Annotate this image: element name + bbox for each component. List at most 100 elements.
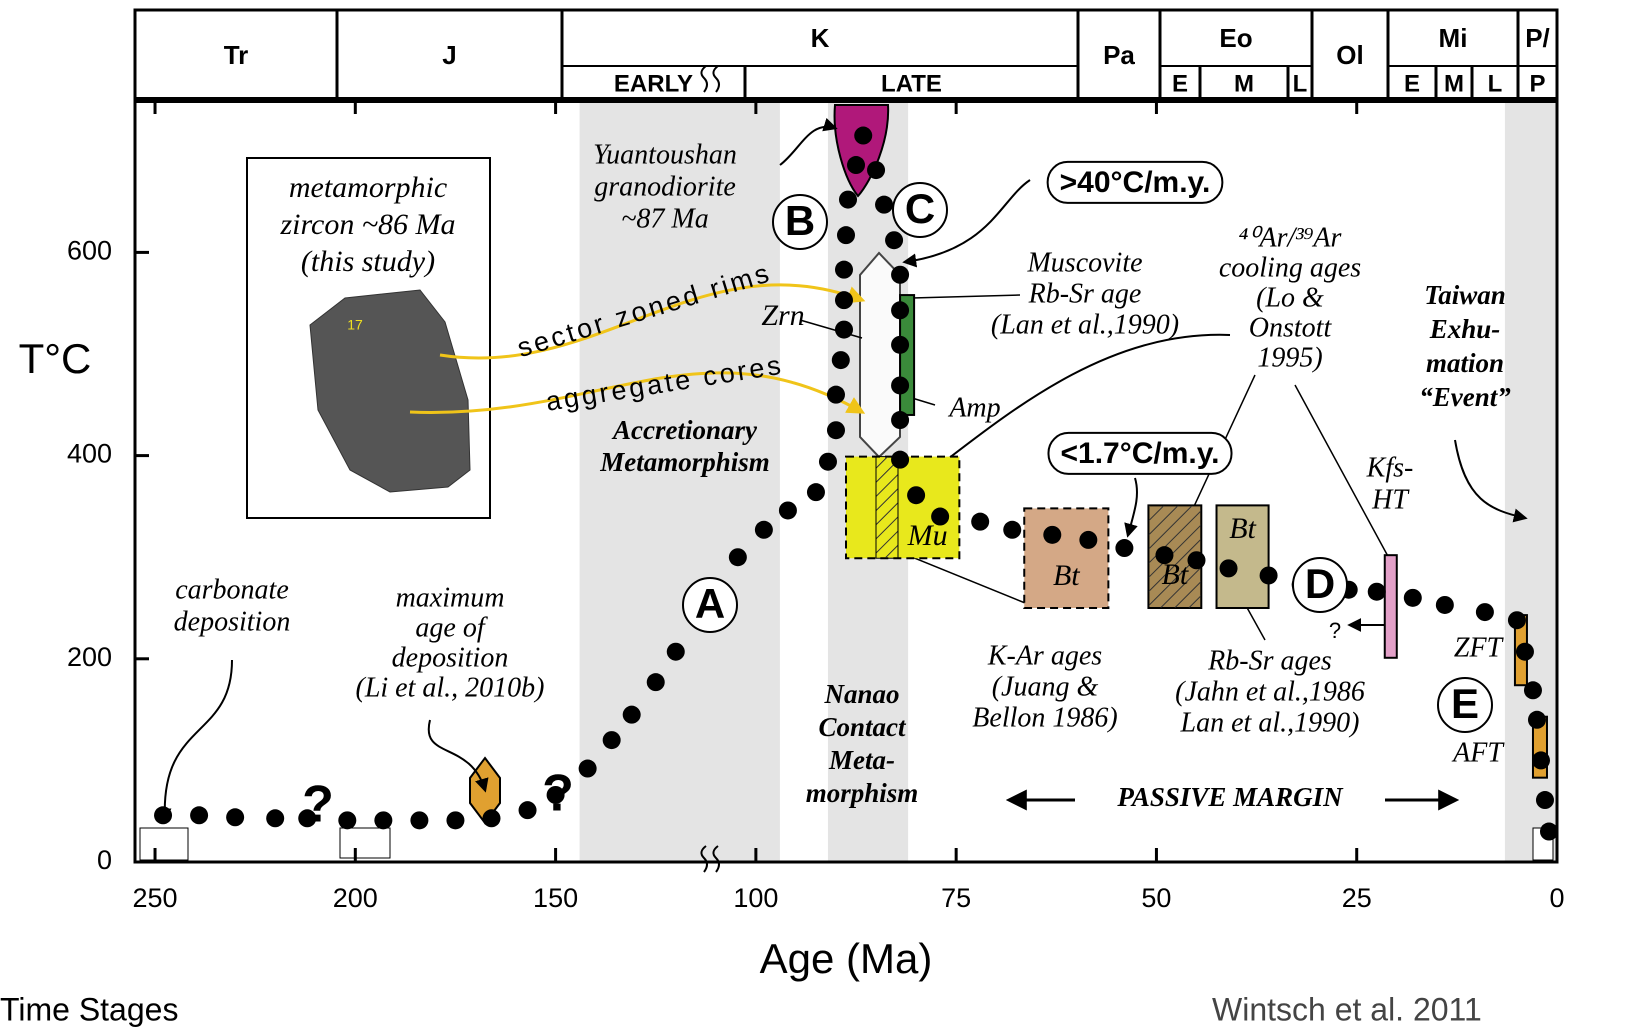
path-dot [831, 351, 850, 370]
period-label: Ol [1336, 40, 1363, 70]
age-box [1383, 554, 1398, 659]
annotation: ZFT [1454, 632, 1505, 663]
annotation: Amp [947, 392, 1000, 423]
carbonate-symbol [139, 827, 189, 861]
y-tick-label: 600 [67, 236, 112, 266]
annotation-text: zircon ~86 Ma [279, 208, 455, 241]
annotation-text: (Li et al., 2010b) [356, 672, 545, 703]
path-dot [885, 231, 904, 250]
annotation: Taiwan Exhu-mation “Event” [1419, 280, 1511, 412]
path-dot [847, 156, 866, 175]
annotation-text: maximum [396, 582, 505, 613]
x-tick-label: 50 [1141, 883, 1171, 913]
annotation-text: HT [1371, 484, 1410, 515]
path-dot [891, 450, 910, 469]
path-dot [891, 411, 910, 430]
stage-label: A [695, 580, 725, 627]
period-label: J [442, 40, 456, 70]
x-tick-label: 25 [1342, 883, 1372, 913]
annotation-text: Rb-Sr ages [1207, 645, 1332, 676]
annotation-text: PASSIVE MARGIN [1116, 782, 1344, 812]
x-tick-label: 0 [1549, 883, 1564, 913]
leader-line [911, 294, 1021, 299]
annotation-text: deposition [174, 606, 291, 637]
stage-circle [892, 182, 948, 238]
path-dot [374, 811, 393, 830]
arrow [1454, 439, 1528, 523]
annotation: Kfs-HT [1366, 452, 1414, 515]
path-dot [818, 452, 837, 471]
annotation-text: Meta- [828, 745, 895, 775]
annotation-text: mation [1426, 348, 1504, 378]
annotation-text: Metamorphism [599, 447, 770, 477]
annotation-text: Yuantoushan [593, 139, 737, 170]
annotation-text: ⁴⁰Ar/³⁹Ar [1239, 222, 1342, 253]
path-dot [867, 161, 886, 180]
path-dot [578, 759, 597, 778]
age-box [845, 455, 961, 560]
granodiorite-blob [833, 104, 890, 198]
annotation-text: Bellon 1986) [972, 702, 1117, 733]
annotation-text: ? [542, 765, 574, 823]
subperiod-label: L [1293, 70, 1308, 97]
x-tick-label: 75 [941, 883, 971, 913]
path-dot [482, 809, 501, 828]
path-dot [546, 785, 565, 804]
annotation-text: granodiorite [594, 171, 736, 202]
subperiod-label: P [1529, 70, 1545, 97]
annotation-text: Zrn [761, 299, 804, 332]
path-dot [1259, 566, 1278, 585]
x-tick-label: 250 [132, 883, 177, 913]
path-dot [891, 265, 910, 284]
path-dot [854, 126, 873, 145]
annotation-text: metamorphic [289, 171, 447, 204]
period-label: Tr [224, 40, 249, 70]
age-box [1215, 504, 1270, 609]
path-dot [778, 501, 797, 520]
path-dot [1079, 530, 1098, 549]
annotation-text: 17 [347, 317, 363, 333]
arrow [439, 283, 866, 360]
annotation-text: age of [415, 612, 487, 643]
y-tick-label: 0 [97, 845, 112, 875]
y-tick-label: 400 [67, 439, 112, 469]
annotation-text: carbonate [175, 574, 289, 605]
annotation-text: Onstott [1249, 312, 1333, 343]
path-dot [806, 483, 825, 502]
x-tick-label: 200 [333, 883, 378, 913]
box-hatch [875, 456, 899, 559]
period-label: K [811, 23, 830, 53]
y-tick-label: 200 [67, 642, 112, 672]
path-dot [1527, 710, 1546, 729]
annotation-text: (this study) [301, 245, 435, 278]
period-label: Eo [1219, 23, 1252, 53]
path-dot [837, 226, 855, 245]
path-dot [338, 811, 357, 830]
annotation-text: (Jahn et al.,1986 [1175, 676, 1365, 707]
path-dot [446, 811, 465, 830]
annotation-text: Lan et al.,1990) [1180, 707, 1360, 738]
x-tick-label: 100 [733, 883, 778, 913]
x-axis-label: Age (Ma) [760, 935, 933, 982]
path-dot [1535, 791, 1554, 810]
stage-label: B [785, 197, 815, 244]
stage-label: D [1305, 560, 1335, 607]
annotation-text: Kfs- [1366, 452, 1414, 483]
path-dot [1507, 611, 1526, 630]
period-label: P/ [1525, 23, 1550, 53]
subperiod-label: M [1444, 70, 1464, 97]
annotation-text: deposition [392, 642, 509, 673]
annotation: AFT [1451, 737, 1505, 768]
annotation: metamorphic zircon ~86 Ma (this study) [279, 171, 455, 278]
clastic-symbol [339, 827, 391, 859]
annotation: >40°C/m.y. [1046, 160, 1224, 204]
box-label: Bt [1229, 512, 1256, 545]
annotation: PASSIVE MARGIN [1116, 782, 1344, 812]
path-dot [1367, 582, 1386, 601]
box-label: Bt [1053, 559, 1080, 592]
annotation: 17 [347, 317, 363, 333]
path-dot [834, 260, 853, 279]
